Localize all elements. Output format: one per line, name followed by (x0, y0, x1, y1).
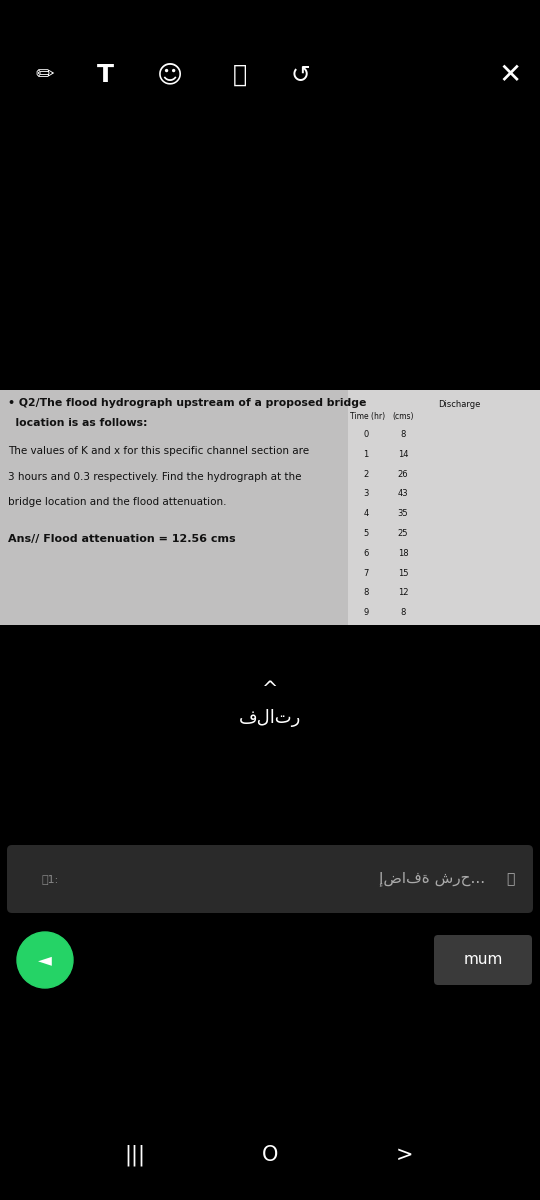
Text: ↺: ↺ (290, 62, 310, 86)
Text: 12: 12 (398, 588, 408, 598)
Text: 1: 1 (363, 450, 369, 458)
Text: 8: 8 (400, 430, 406, 439)
Text: 2: 2 (363, 469, 369, 479)
Text: ◄: ◄ (38, 950, 52, 970)
Text: bridge location and the flood attenuation.: bridge location and the flood attenuatio… (8, 497, 226, 506)
Text: |||: ||| (125, 1145, 145, 1165)
Bar (348, 390, 540, 625)
FancyBboxPatch shape (434, 935, 532, 985)
Text: 25: 25 (398, 529, 408, 538)
Text: 9: 9 (363, 608, 369, 617)
Text: location is as follows:: location is as follows: (8, 418, 147, 428)
Text: 26: 26 (397, 469, 408, 479)
Text: ☺: ☺ (157, 62, 183, 86)
Text: ⤾: ⤾ (233, 62, 247, 86)
Text: 7: 7 (363, 569, 369, 577)
Text: 0: 0 (363, 430, 369, 439)
Text: 18: 18 (397, 548, 408, 558)
Text: ^: ^ (262, 680, 278, 700)
Text: 4: 4 (363, 509, 369, 518)
Bar (0, 390, 540, 625)
Text: 6: 6 (363, 548, 369, 558)
Text: 43: 43 (397, 490, 408, 498)
Text: mum: mum (463, 953, 503, 967)
FancyBboxPatch shape (7, 845, 533, 913)
Text: Discharge: Discharge (438, 400, 480, 409)
Text: 8: 8 (363, 588, 369, 598)
Text: ✕: ✕ (498, 61, 522, 89)
Circle shape (17, 932, 73, 988)
Text: 8: 8 (400, 608, 406, 617)
Text: Ⓖ1:: Ⓖ1: (42, 874, 59, 884)
Text: • Q2/The flood hydrograph upstream of a proposed bridge: • Q2/The flood hydrograph upstream of a … (8, 398, 366, 408)
Text: 15: 15 (398, 569, 408, 577)
Text: 3 hours and 0.3 respectively. Find the hydrograph at the: 3 hours and 0.3 respectively. Find the h… (8, 472, 301, 482)
Text: 35: 35 (397, 509, 408, 518)
Text: إضافة شرح...: إضافة شرح... (379, 871, 485, 887)
Text: 14: 14 (398, 450, 408, 458)
Text: 🖼: 🖼 (506, 872, 514, 886)
Text: >: > (396, 1145, 414, 1165)
Text: The values of K and x for this specific channel section are: The values of K and x for this specific … (8, 446, 309, 456)
Text: Time (hr): Time (hr) (350, 412, 386, 421)
Text: T: T (97, 62, 113, 86)
Text: ✏: ✏ (36, 65, 55, 85)
Text: O: O (262, 1145, 278, 1165)
Text: Ans// Flood attenuation = 12.56 cms: Ans// Flood attenuation = 12.56 cms (8, 534, 235, 544)
Text: 3: 3 (363, 490, 369, 498)
Text: 5: 5 (363, 529, 369, 538)
Text: فلاتر: فلاتر (239, 709, 301, 727)
Text: (cms): (cms) (392, 412, 414, 421)
